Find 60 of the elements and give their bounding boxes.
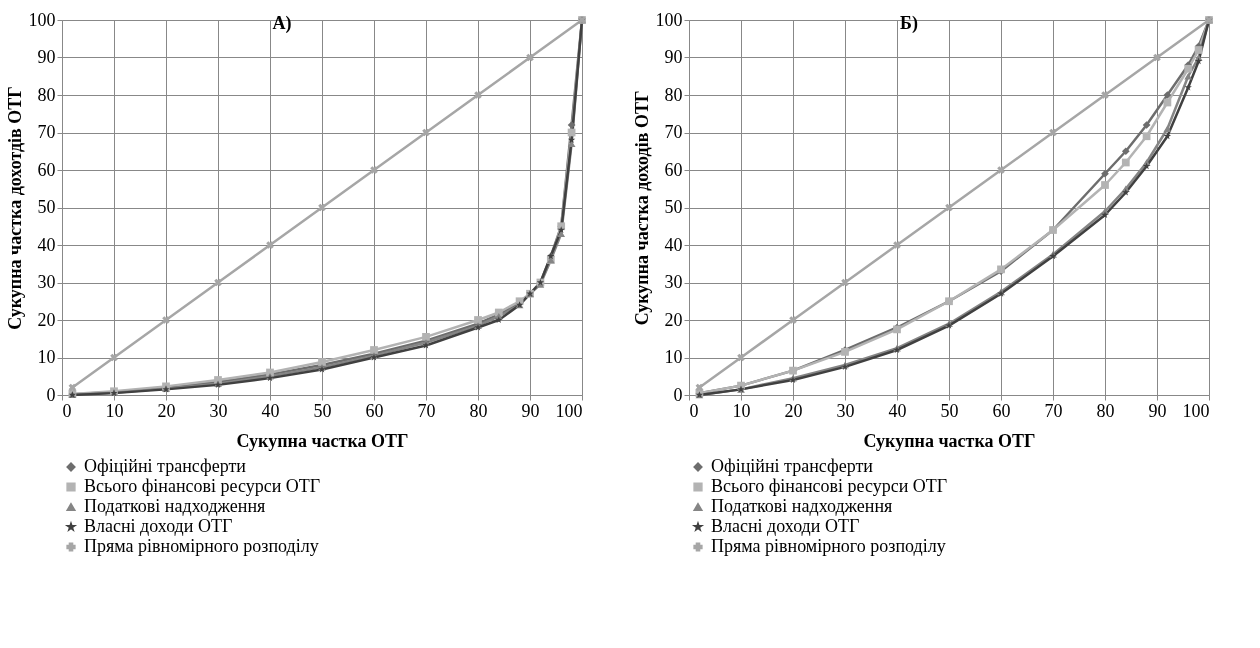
y-tick-label: 10: [664, 347, 683, 367]
x-tick-label: 80: [469, 400, 488, 421]
chart-title: Б): [900, 13, 918, 34]
y-tick-label: 10: [37, 347, 56, 367]
x-tick-label: 10: [732, 400, 751, 421]
x-tick-label: 90: [1148, 400, 1167, 421]
y-tick-label: 30: [664, 272, 683, 292]
legend-label: Офіційні трансферти: [84, 456, 247, 476]
x-tick-label: 90: [521, 400, 540, 421]
y-tick-label: 100: [28, 9, 56, 30]
y-tick-label: 50: [37, 197, 56, 217]
x-tick-label: 100: [555, 400, 583, 421]
legend-label: Власні доходи ОТГ: [84, 516, 233, 536]
x-tick-label: 20: [784, 400, 803, 421]
x-tick-label: 60: [365, 400, 384, 421]
x-tick-label: 50: [313, 400, 332, 421]
chart-title: А): [272, 13, 292, 34]
y-tick-label: 0: [673, 384, 683, 405]
y-axis-title: Сукупна частка дохотдів ОТГ: [4, 86, 25, 330]
y-tick-label: 70: [664, 122, 683, 142]
y-tick-label: 70: [37, 122, 56, 142]
x-tick-label: 70: [417, 400, 436, 421]
y-tick-label: 100: [655, 9, 683, 30]
y-tick-label: 20: [664, 309, 683, 330]
x-tick-label: 10: [105, 400, 124, 421]
legend-label: Пряма рівномірного розподілу: [84, 536, 319, 556]
x-tick-label: 20: [157, 400, 176, 421]
x-tick-label: 40: [261, 400, 280, 421]
y-tick-label: 30: [37, 272, 56, 292]
y-tick-label: 40: [664, 234, 683, 255]
legend-label: Всього фінансові ресурси ОТГ: [84, 476, 321, 496]
y-tick-label: 80: [37, 84, 56, 105]
x-tick-label: 40: [888, 400, 907, 421]
x-axis-title: Сукупна частка ОТГ: [236, 430, 409, 451]
legend-label: Офіційні трансферти: [711, 456, 874, 476]
x-tick-label: 30: [209, 400, 228, 421]
x-tick-label: 50: [940, 400, 959, 421]
x-tick-label: 30: [836, 400, 855, 421]
y-axis-title: Сукупна частка доходів ОТГ: [631, 90, 652, 326]
x-tick-label: 80: [1096, 400, 1115, 421]
legend-label: Власні доходи ОТГ: [711, 516, 860, 536]
legend-label: Всього фінансові ресурси ОТГ: [711, 476, 948, 496]
y-tick-label: 90: [664, 47, 683, 67]
x-axis-title: Сукупна частка ОТГ: [863, 430, 1036, 451]
x-tick-label: 0: [689, 400, 699, 421]
y-tick-label: 80: [664, 84, 683, 105]
x-tick-label: 0: [62, 400, 72, 421]
y-tick-label: 0: [46, 384, 56, 405]
y-tick-label: 90: [37, 47, 56, 67]
x-tick-label: 100: [1182, 400, 1210, 421]
legend-label: Податкові надходження: [711, 496, 893, 516]
y-tick-label: 40: [37, 234, 56, 255]
x-tick-label: 70: [1044, 400, 1063, 421]
y-tick-label: 20: [37, 309, 56, 330]
x-tick-label: 60: [992, 400, 1011, 421]
y-tick-label: 60: [37, 159, 56, 180]
legend-label: Податкові надходження: [84, 496, 266, 516]
y-tick-label: 60: [664, 159, 683, 180]
y-tick-label: 50: [664, 197, 683, 217]
legend-label: Пряма рівномірного розподілу: [711, 536, 946, 556]
